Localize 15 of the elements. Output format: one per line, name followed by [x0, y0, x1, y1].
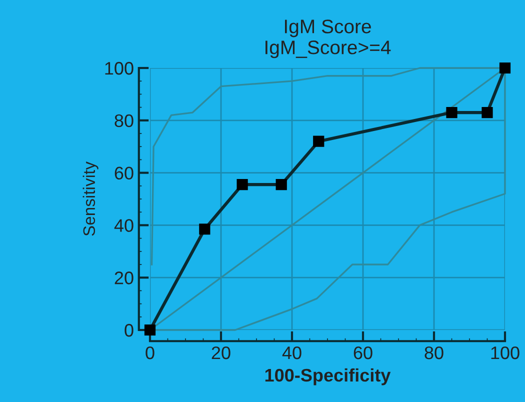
y-tick-label: 60: [114, 166, 134, 180]
x-tick-label: 100: [491, 346, 520, 360]
x-axis-title: 100-Specificity: [265, 368, 391, 386]
x-tick-label: 80: [424, 346, 444, 360]
x-tick-label: 0: [146, 346, 154, 360]
y-axis-title: Sensitivity: [82, 162, 98, 236]
x-tick-label: 20: [212, 346, 230, 360]
y-tick-label: 100: [105, 62, 134, 75]
y-tick-label: 0: [124, 324, 134, 337]
x-tick-label: 60: [354, 346, 372, 360]
x-tick-label: 40: [282, 346, 302, 360]
y-tick-label: 20: [114, 272, 134, 284]
chart-title: IgM Score IgM_Score>=4: [266, 20, 391, 58]
y-tick-label: 80: [114, 114, 134, 128]
y-tick-label: 40: [114, 219, 134, 232]
